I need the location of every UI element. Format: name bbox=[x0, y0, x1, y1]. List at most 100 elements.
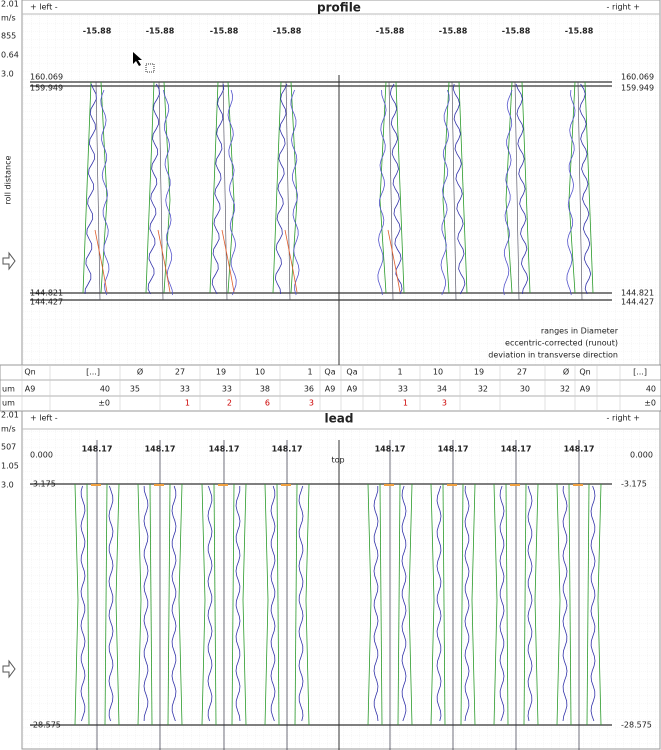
lead-green bbox=[597, 483, 602, 726]
profile-trace bbox=[211, 83, 225, 295]
table-cell: 2 bbox=[227, 399, 232, 408]
lead-green bbox=[137, 483, 142, 726]
profile-green bbox=[505, 81, 513, 294]
axis-label: roll distance bbox=[4, 155, 13, 204]
table-cell: ±0 bbox=[98, 399, 110, 408]
profile-green bbox=[227, 81, 235, 294]
lead-green bbox=[471, 483, 476, 726]
lead-green bbox=[408, 483, 413, 726]
arrow-icon[interactable] bbox=[2, 251, 16, 271]
lead-green bbox=[586, 483, 590, 726]
panel-title: profile bbox=[317, 1, 361, 15]
lead-trace bbox=[270, 485, 276, 722]
lead-green bbox=[115, 483, 120, 726]
scale-label: 0.64 bbox=[1, 51, 19, 60]
scale-label: 507 bbox=[1, 443, 16, 452]
top-value: -15.88 bbox=[439, 27, 468, 36]
profile-green bbox=[145, 81, 155, 294]
level-label: -28.575 bbox=[621, 721, 652, 730]
table-cell: 30 bbox=[520, 385, 530, 394]
table-cell: 19 bbox=[216, 368, 226, 377]
profile-red bbox=[284, 229, 298, 293]
profile-green bbox=[272, 81, 282, 294]
table-cell: 38 bbox=[260, 385, 270, 394]
lead-green bbox=[86, 483, 90, 726]
lead-grid bbox=[22, 429, 661, 750]
level-label: 160.069 bbox=[30, 73, 63, 82]
level-label: 144.821 bbox=[30, 289, 63, 298]
lead-green bbox=[493, 483, 498, 726]
profile-trace bbox=[163, 89, 173, 296]
profile-trace bbox=[147, 83, 160, 295]
lead-trace bbox=[499, 485, 505, 722]
table-cell: 6 bbox=[265, 399, 270, 408]
table-cell: um bbox=[2, 399, 15, 408]
table-cell: 1 bbox=[185, 399, 190, 408]
top-value: -15.88 bbox=[210, 27, 239, 36]
profile-grid bbox=[22, 14, 661, 365]
cursor-box bbox=[145, 63, 155, 73]
profile-red bbox=[387, 229, 401, 293]
table-cell: 32 bbox=[478, 385, 488, 394]
table-cell: Qn bbox=[579, 368, 590, 377]
table-cell: 40 bbox=[100, 385, 110, 394]
scale-label: m/s bbox=[1, 14, 16, 23]
lead-green bbox=[534, 483, 539, 726]
scale-label: 3.0 bbox=[1, 481, 14, 490]
profile-ref bbox=[514, 81, 520, 301]
profile-ref bbox=[222, 81, 228, 301]
profile-ref bbox=[95, 81, 101, 301]
lead-green bbox=[213, 483, 217, 726]
lead-green bbox=[294, 483, 298, 726]
lead-green bbox=[305, 483, 310, 726]
lead-green bbox=[167, 483, 171, 726]
table-cell: 27 bbox=[517, 368, 527, 377]
table-cell: [...] bbox=[633, 368, 647, 377]
profile-green bbox=[584, 81, 594, 294]
note: deviation in transverse direction bbox=[488, 351, 618, 360]
profile-ref bbox=[451, 81, 457, 301]
profile-ref bbox=[388, 81, 394, 301]
level-label: -3.175 bbox=[30, 480, 56, 489]
profile-red bbox=[221, 229, 235, 293]
arrow-icon[interactable] bbox=[2, 659, 16, 679]
lead-trace bbox=[235, 485, 241, 722]
lead-trace bbox=[436, 485, 442, 722]
note: eccentric-corrected (runout) bbox=[505, 339, 618, 348]
lead-green bbox=[397, 483, 401, 726]
top-left: 0.000 bbox=[30, 451, 53, 460]
scale-label: 1.05 bbox=[1, 462, 19, 471]
table-cell: 32 bbox=[560, 385, 570, 394]
lead-green bbox=[460, 483, 464, 726]
lead-green bbox=[74, 483, 79, 726]
top-label: top bbox=[331, 456, 344, 465]
lead-trace bbox=[464, 485, 470, 722]
table-cell: 34 bbox=[437, 385, 447, 394]
table-cell: [...] bbox=[86, 368, 100, 377]
profile-green bbox=[395, 81, 405, 294]
lead-trace bbox=[171, 485, 177, 722]
table-cell: ±0 bbox=[644, 399, 656, 408]
table-cell: A9 bbox=[325, 385, 336, 394]
table-cell: 33 bbox=[398, 385, 408, 394]
lead-green bbox=[430, 483, 435, 726]
profile-red bbox=[94, 229, 108, 293]
lead-trace bbox=[590, 485, 596, 722]
lead-green bbox=[442, 483, 446, 726]
level-label: 159.949 bbox=[30, 84, 63, 93]
lead-trace bbox=[108, 485, 114, 722]
profile-green bbox=[458, 81, 468, 294]
header-left: + left - bbox=[30, 414, 58, 423]
top-value: -15.88 bbox=[502, 27, 531, 36]
table-cell: 27 bbox=[175, 368, 185, 377]
level-label: -28.575 bbox=[30, 721, 61, 730]
scale-label: m/s bbox=[1, 425, 16, 434]
profile-trace bbox=[227, 89, 237, 296]
lead-trace bbox=[562, 485, 568, 722]
profile-trace bbox=[84, 83, 97, 295]
table-cell: 19 bbox=[474, 368, 484, 377]
table-cell: A9 bbox=[25, 385, 36, 394]
profile-ref bbox=[577, 81, 583, 301]
lead-green bbox=[149, 483, 153, 726]
